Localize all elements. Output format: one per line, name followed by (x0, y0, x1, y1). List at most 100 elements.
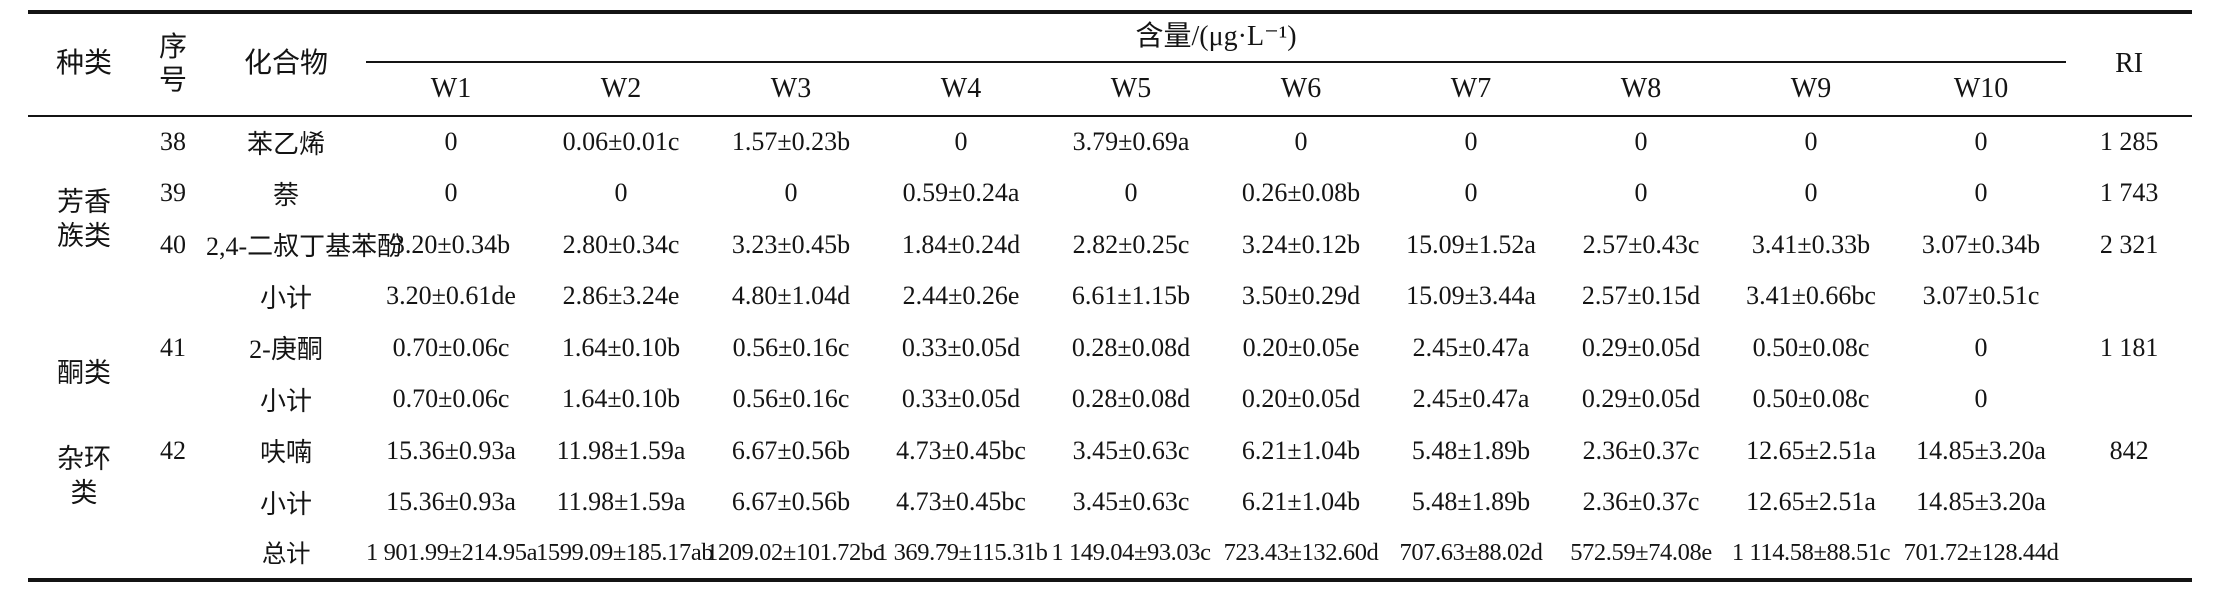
value-cell: 1 369.79±115.31b (876, 538, 1048, 566)
value-cell: 723.43±132.60d (1223, 538, 1379, 566)
table-row-subtotal: 小计 3.20±0.61de 2.86±3.24e 4.80±1.04d 2.4… (28, 271, 2192, 323)
value-cell: 3.24±0.12b (1241, 229, 1361, 259)
compound-cell: 2-庚酮 (249, 335, 323, 365)
header-sample-w4: W4 (876, 62, 1046, 117)
value-cell: 0.50±0.08c (1752, 384, 1870, 414)
header-sample-w10: W10 (1896, 62, 2067, 117)
value-cell: 4.73±0.45bc (896, 435, 1026, 465)
ri-cell: 1 285 (2099, 127, 2159, 157)
value-cell: 2.57±0.15d (1581, 281, 1701, 311)
header-sample-w8: W8 (1556, 62, 1726, 117)
value-cell: 14.85±3.20a (1916, 487, 2046, 517)
header-sample-w2: W2 (536, 62, 706, 117)
value-cell: 11.98±1.59a (556, 435, 686, 465)
value-cell: 3.41±0.33b (1751, 229, 1871, 259)
row-number-cell (140, 528, 206, 580)
row-number-cell (140, 271, 206, 323)
value-cell: 2.44±0.26e (902, 281, 1020, 311)
table-row: 酮类 41 2-庚酮 0.70±0.06c 1.64±0.10b 0.56±0.… (28, 322, 2192, 388)
value-cell: 2.57±0.43c (1582, 229, 1700, 259)
header-sample-w3: W3 (706, 62, 876, 117)
value-cell: 0 (1464, 178, 1478, 208)
row-number-cell: 41 (160, 332, 186, 362)
value-cell: 6.21±1.04b (1241, 487, 1361, 517)
value-cell: 0 (1974, 127, 1988, 157)
value-cell: 0.29±0.05d (1581, 384, 1701, 414)
value-cell: 15.09±1.52a (1406, 229, 1536, 259)
value-cell: 12.65±2.51a (1746, 435, 1876, 465)
header-category: 种类 (28, 12, 140, 117)
row-number-cell: 40 (160, 229, 186, 259)
value-cell: 2.80±0.34c (562, 229, 680, 259)
value-cell: 0.56±0.16c (732, 384, 850, 414)
value-cell: 0.06±0.01c (562, 127, 680, 157)
value-cell: 2.45±0.47a (1412, 384, 1530, 414)
value-cell: 2.82±0.25c (1072, 229, 1190, 259)
header-sample-w6: W6 (1216, 62, 1386, 117)
value-cell: 0 (1974, 332, 1988, 362)
value-cell: 0.70±0.06c (392, 384, 510, 414)
table-row-total: 总计 1 901.99±214.95a 1599.09±185.17ab 120… (28, 528, 2192, 580)
value-cell: 14.85±3.20a (1916, 435, 2046, 465)
table-row: 杂环 类 42 呋喃 15.36±0.93a 11.98±1.59a 6.67±… (28, 425, 2192, 508)
header-sample-w5: W5 (1046, 62, 1216, 117)
value-cell: 3.45±0.63c (1072, 435, 1190, 465)
row-number-cell (140, 477, 206, 529)
table-row-subtotal: 小计 15.36±0.93a 11.98±1.59a 6.67±0.56b 4.… (28, 477, 2192, 529)
value-cell: 4.73±0.45bc (896, 487, 1026, 517)
subtotal-label-cell: 小计 (259, 283, 312, 313)
value-cell: 0.59±0.24a (902, 178, 1020, 208)
category-cell (28, 528, 140, 580)
subtotal-label-cell: 小计 (259, 386, 312, 416)
value-cell: 12.65±2.51a (1746, 487, 1876, 517)
value-cell: 1.64±0.10b (561, 384, 681, 414)
value-cell: 3.41±0.66bc (1746, 281, 1876, 311)
value-cell: 6.67±0.56b (731, 487, 851, 517)
value-cell: 15.09±3.44a (1406, 281, 1536, 311)
value-cell: 11.98±1.59a (556, 487, 686, 517)
value-cell: 701.72±128.44d (1903, 538, 2059, 566)
value-cell: 0.70±0.06c (392, 332, 510, 362)
value-cell: 0.50±0.08c (1752, 332, 1870, 362)
value-cell: 0 (444, 178, 458, 208)
value-cell: 1.64±0.10b (561, 332, 681, 362)
value-cell: 6.21±1.04b (1241, 435, 1361, 465)
value-cell: 0 (1294, 127, 1308, 157)
category-cell: 芳香 族类 (57, 186, 111, 251)
row-number-cell: 42 (160, 435, 186, 465)
value-cell: 3.20±0.61de (386, 281, 516, 311)
compound-cell: 萘 (272, 180, 299, 210)
table-row: 芳香 族类 38 苯乙烯 0 0.06±0.01c 1.57±0.23b 0 3… (28, 116, 2192, 250)
value-cell: 3.07±0.34b (1921, 229, 2041, 259)
value-cell: 0.26±0.08b (1241, 178, 1361, 208)
value-cell: 6.61±1.15b (1071, 281, 1191, 311)
value-cell: 3.07±0.51c (1922, 281, 2040, 311)
row-number-cell: 39 (160, 178, 186, 208)
value-cell: 0.20±0.05d (1241, 384, 1361, 414)
value-cell: 3.20±0.34b (391, 229, 511, 259)
value-cell: 0 (1974, 178, 1988, 208)
value-cell: 5.48±1.89b (1411, 435, 1531, 465)
ri-cell (2066, 528, 2192, 580)
ri-cell (2066, 374, 2192, 426)
header-ri: RI (2066, 12, 2193, 117)
table-row-subtotal: 小计 0.70±0.06c 1.64±0.10b 0.56±0.16c 0.33… (28, 374, 2192, 426)
ri-cell (2066, 271, 2192, 323)
value-cell: 1209.02±101.72bc (706, 538, 884, 566)
value-cell: 1.57±0.23b (731, 127, 851, 157)
compound-content-table: 种类 序 号 化合物 含量/(μg·L⁻¹) RI W1 W2 W3 W4 W5… (28, 10, 2193, 582)
value-cell: 0 (614, 178, 628, 208)
value-cell: 0 (1634, 178, 1648, 208)
value-cell: 0 (1974, 384, 1988, 414)
value-cell: 1 149.04±93.03c (1051, 538, 1211, 566)
value-cell: 707.63±88.02d (1399, 538, 1543, 566)
value-cell: 0 (1634, 127, 1648, 157)
category-cell: 酮类 (57, 357, 111, 388)
category-cell: 杂环 类 (57, 443, 111, 508)
value-cell: 0.56±0.16c (732, 332, 850, 362)
value-cell: 0.28±0.08d (1071, 332, 1191, 362)
value-cell: 0 (954, 127, 968, 157)
value-cell: 0 (784, 178, 798, 208)
row-number-cell: 38 (160, 127, 186, 157)
